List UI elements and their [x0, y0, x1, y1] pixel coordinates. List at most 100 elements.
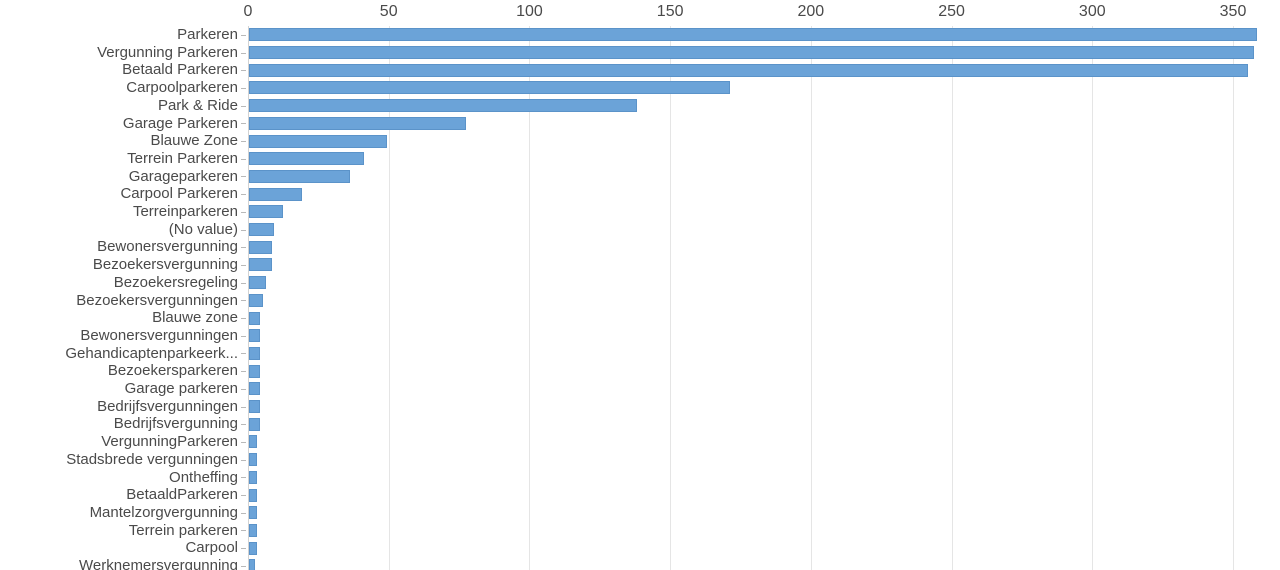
bar[interactable]: [249, 99, 638, 113]
bar[interactable]: [249, 523, 258, 537]
category-tick-mark: [241, 495, 246, 497]
category-label: Carpool Parkeren: [120, 185, 238, 203]
bar[interactable]: [249, 293, 264, 307]
x-axis-tick-label: 250: [938, 3, 965, 20]
bar[interactable]: [249, 417, 261, 431]
category-tick-mark: [241, 512, 246, 514]
category-label: Carpool: [185, 539, 238, 557]
gridline: [1233, 26, 1234, 570]
category-tick-mark: [241, 318, 246, 320]
category-label: Vergunning Parkeren: [97, 43, 238, 61]
gridline: [388, 26, 390, 570]
bar[interactable]: [249, 81, 731, 95]
category-label: Terreinparkeren: [132, 203, 238, 220]
bar[interactable]: [249, 116, 466, 130]
category-label: Bezoekersparkeren: [107, 362, 238, 380]
bar[interactable]: [249, 258, 272, 272]
x-axis-tick-label: 300: [1078, 3, 1106, 20]
category-label: Garage Parkeren: [122, 114, 238, 132]
bar[interactable]: [249, 329, 261, 343]
category-label: Ontheffing: [169, 468, 238, 486]
bar[interactable]: [249, 364, 261, 378]
category-label: Park & Ride: [157, 96, 238, 114]
bar[interactable]: [249, 400, 261, 414]
category-tick-mark: [241, 459, 246, 461]
bar[interactable]: [249, 240, 272, 254]
category-tick-mark: [241, 123, 246, 125]
x-axis-tick-label: 200: [797, 3, 825, 20]
bar[interactable]: [249, 187, 303, 201]
category-tick-mark: [241, 424, 246, 426]
category-label: Betaald Parkeren: [122, 61, 238, 79]
bar[interactable]: [249, 63, 1249, 77]
category-label: Bezoekersregeling: [113, 273, 238, 291]
bar[interactable]: [249, 152, 365, 166]
category-tick-mark: [241, 105, 246, 107]
bar[interactable]: [249, 46, 1254, 60]
x-axis-tick-label: 100: [516, 3, 543, 20]
bar[interactable]: [249, 205, 283, 219]
category-tick-mark: [241, 565, 246, 567]
x-axis-tick-label: 50: [379, 3, 398, 20]
bar[interactable]: [249, 169, 351, 183]
category-tick-mark: [241, 264, 246, 266]
category-label: Mantelzorgvergunning: [89, 503, 238, 521]
category-tick-mark: [241, 371, 246, 373]
category-label: Stadsbrede vergunningen: [66, 450, 238, 468]
bar[interactable]: [249, 346, 261, 360]
category-tick-mark: [241, 548, 246, 550]
category-label: Bedrijfsvergunningen: [97, 397, 238, 415]
category-label: Terrein parkeren: [128, 521, 238, 539]
bar[interactable]: [249, 470, 258, 484]
category-label: Bezoekersvergunningen: [76, 291, 238, 309]
category-tick-mark: [241, 406, 246, 408]
category-label: Parkeren: [177, 26, 238, 43]
x-axis-tick-label: 350: [1219, 3, 1247, 20]
bar[interactable]: [249, 276, 266, 290]
gridline: [529, 26, 531, 570]
category-tick-mark: [241, 87, 246, 89]
x-axis-tick-label: 0: [243, 3, 253, 20]
category-label: Werknemersvergunning: [79, 557, 238, 570]
category-label: Terrein Parkeren: [127, 149, 238, 167]
category-label: Bedrijfsvergunning: [113, 415, 238, 433]
category-label: BetaaldParkeren: [126, 486, 238, 504]
y-axis-line: [248, 26, 249, 570]
gridline: [1092, 26, 1094, 570]
bar[interactable]: [249, 435, 258, 449]
category-label: Bewonersvergunning: [97, 238, 238, 256]
category-tick-mark: [241, 353, 246, 355]
bar[interactable]: [249, 453, 258, 467]
category-tick-mark: [241, 141, 246, 143]
x-axis-tick-label: 150: [656, 3, 684, 20]
bar[interactable]: [249, 223, 275, 237]
category-tick-mark: [241, 211, 246, 213]
bar[interactable]: [249, 506, 258, 520]
gridline: [951, 26, 953, 570]
gridline: [670, 26, 672, 570]
gridline: [810, 26, 812, 570]
category-label: VergunningParkeren: [101, 433, 238, 451]
category-label: Garage parkeren: [124, 380, 238, 397]
category-label: Bewonersvergunningen: [80, 326, 238, 344]
bar[interactable]: [249, 488, 258, 502]
category-tick-mark: [241, 282, 246, 284]
category-tick-mark: [241, 34, 246, 36]
bar[interactable]: [249, 134, 387, 148]
category-label: Garageparkeren: [128, 167, 238, 185]
category-label: Gehandicaptenparkeerk...: [65, 344, 238, 362]
category-tick-mark: [241, 247, 246, 249]
category-label: Blauwe Zone: [150, 132, 238, 150]
category-label: Carpoolparkeren: [126, 79, 238, 97]
bar[interactable]: [249, 382, 261, 396]
bar[interactable]: [249, 311, 261, 325]
category-tick-mark: [241, 300, 246, 302]
category-tick-mark: [241, 194, 246, 196]
bar[interactable]: [249, 28, 1257, 42]
category-label: Blauwe zone: [152, 309, 238, 327]
category-label: Bezoekersvergunning: [92, 256, 238, 274]
bar[interactable]: [249, 541, 258, 555]
bar[interactable]: [249, 559, 255, 570]
category-tick-mark: [241, 441, 246, 443]
